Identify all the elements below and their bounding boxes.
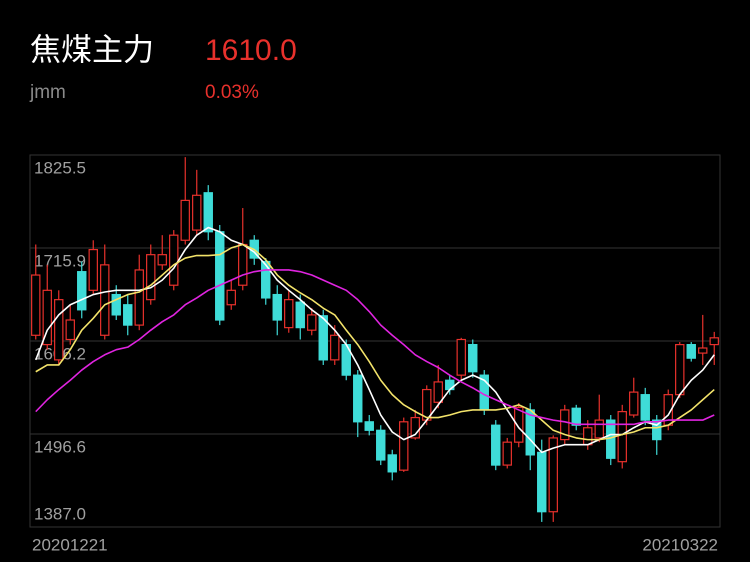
candle-body [364,421,374,431]
y-tick-label: 1387.0 [34,504,86,523]
price: 1610.0 [205,34,297,67]
candle-body [709,337,719,346]
subtitle: jmm [29,82,66,103]
x-tick-label: 20210322 [642,535,718,554]
candle-body [42,289,52,346]
candle-body [353,374,363,423]
candle-body [387,454,397,473]
candle-body [456,338,466,376]
candle-body [215,231,225,321]
y-tick-label: 1496.6 [34,438,86,457]
x-tick-label: 20201221 [32,535,108,554]
chart-title: 焦煤主力 [30,33,154,69]
candle-body [284,299,294,329]
candle-body [468,344,478,373]
candle-body [169,234,179,286]
candle-body [399,421,409,471]
candle-body [318,315,328,361]
candle-body [65,319,75,341]
candle-body [77,271,87,311]
moving-average-line [35,243,715,441]
candle-body [203,192,213,233]
candle-body [88,248,98,291]
moving-average-line [35,269,715,426]
candle-body [272,293,282,321]
candle-body [433,381,443,403]
candle-body [606,419,616,459]
candle-body [192,194,202,231]
candle-body [548,437,558,513]
candle-body [226,289,236,306]
candle-body [100,264,110,336]
candle-body [31,274,41,336]
candle-body [261,260,271,299]
candle-body [307,314,317,331]
candle-body [330,334,340,361]
y-tick-label: 1715.9 [34,251,86,270]
candle-body [157,254,167,266]
candle-body [617,411,627,463]
candle-body [376,429,386,461]
change: 0.03% [205,82,259,103]
candle-body [652,419,662,441]
candle-body [571,407,581,426]
y-tick-label: 1825.5 [34,158,86,177]
candle-body [410,416,420,439]
candle-body [491,424,501,466]
candle-body [238,243,248,286]
candle-body [180,199,190,241]
candle-body [123,304,133,326]
candle-body [54,299,64,361]
candle-body [502,441,512,466]
candle-body [686,344,696,359]
candle-body [537,451,547,513]
candle-body [594,419,604,439]
candle-body [525,409,535,456]
candle-body [629,391,639,416]
candle-body [295,301,305,329]
candle-body [583,427,593,446]
candle-body [146,254,156,301]
candle-body [134,269,144,326]
candle-body [675,344,685,396]
candle-body [111,293,121,316]
candle-body [698,347,708,354]
candle-body [514,406,524,443]
candle-body [640,394,650,421]
candle-body [560,409,570,441]
